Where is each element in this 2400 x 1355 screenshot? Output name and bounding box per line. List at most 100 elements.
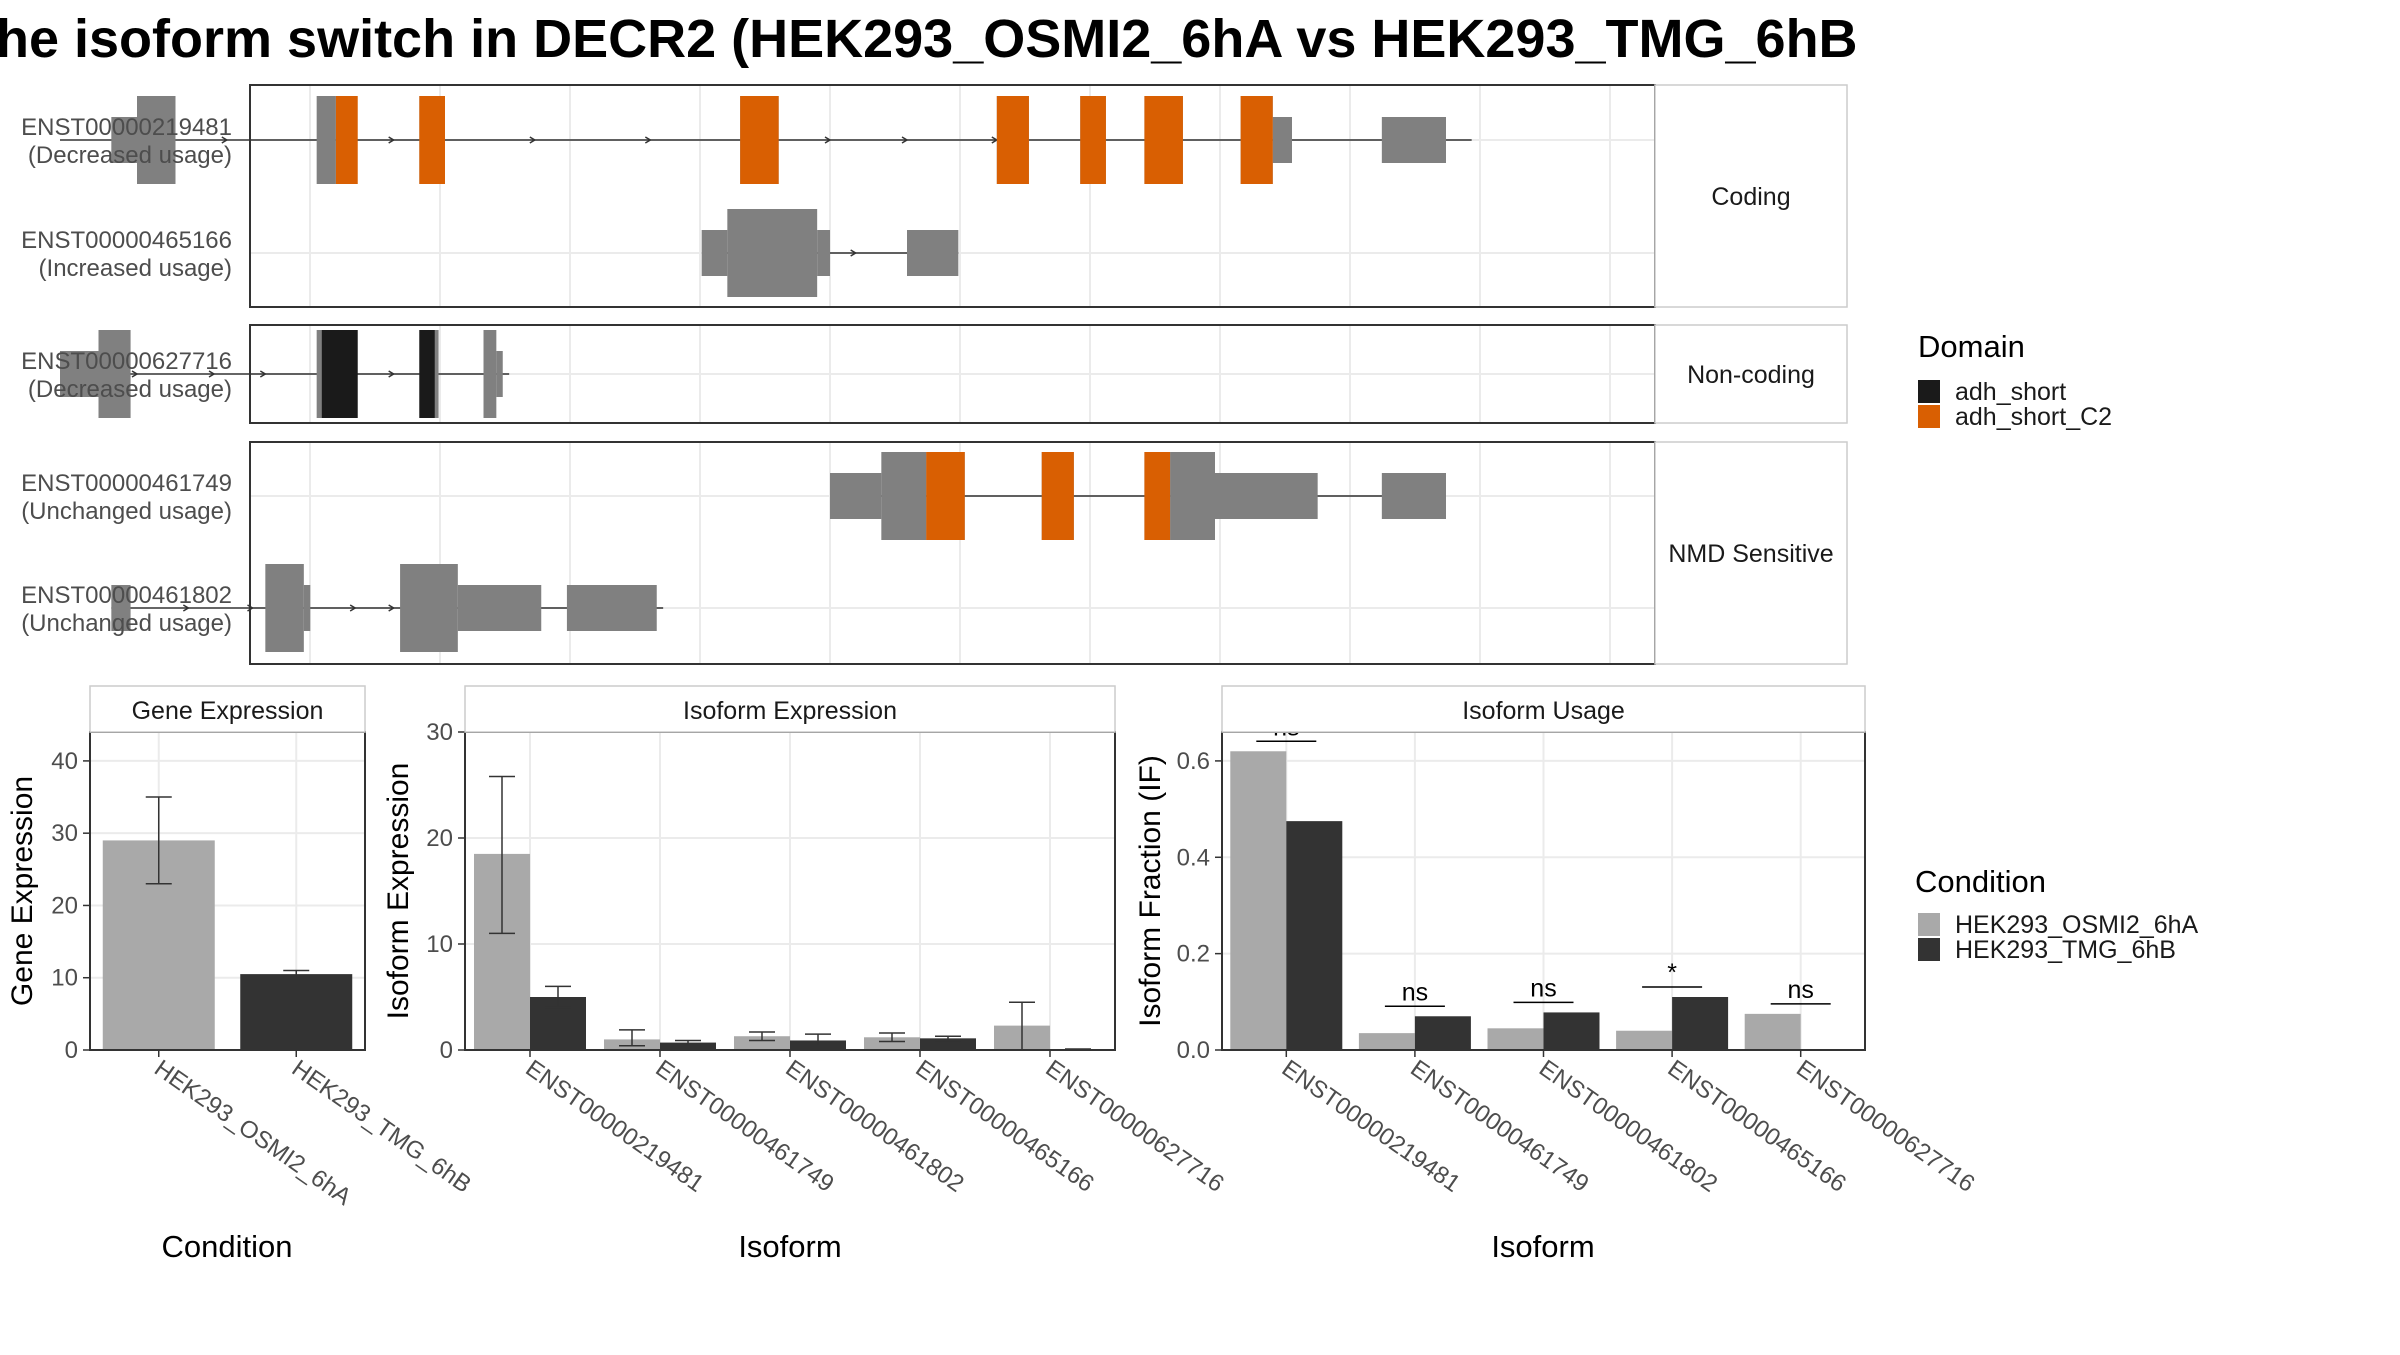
- strip-box: [89, 685, 366, 733]
- transcript-usage-label: (Increased usage): [39, 255, 232, 282]
- exon-block: [457, 585, 542, 631]
- domain-block: [335, 96, 358, 184]
- domain-block: [1144, 452, 1171, 540]
- strip-box: [1654, 441, 1848, 665]
- y-tick-label: 10: [51, 965, 78, 992]
- domain-block: [321, 330, 358, 418]
- transcript-usage-label: (Decreased usage): [28, 376, 232, 403]
- y-tick-label: 20: [51, 892, 78, 919]
- condition-legend-label: HEK293_OSMI2_6hA: [1955, 911, 2199, 939]
- strip-label: Coding: [1711, 183, 1790, 211]
- y-tick-label: 40: [51, 748, 78, 775]
- bar: [920, 1038, 976, 1050]
- exon-block: [316, 96, 336, 184]
- strip-box: [1654, 84, 1848, 308]
- exon-block: [817, 230, 830, 276]
- y-tick-label: 20: [426, 825, 453, 852]
- strip-box: [464, 685, 1116, 733]
- strip-label: Non-coding: [1687, 361, 1815, 389]
- condition-legend-label: HEK293_TMG_6hB: [1955, 936, 2176, 964]
- domain-block: [1240, 96, 1273, 184]
- legend-key: [1918, 380, 1940, 403]
- domain-legend-label: adh_short_C2: [1955, 403, 2112, 431]
- domain-block: [419, 330, 435, 418]
- bar: [1744, 1013, 1801, 1050]
- significance-label: *: [1667, 959, 1677, 987]
- y-tick-label: 10: [426, 931, 453, 958]
- bar: [1487, 1028, 1544, 1050]
- domain-block: [1041, 452, 1074, 540]
- bar: [1286, 821, 1343, 1050]
- transcript-usage-label: (Decreased usage): [28, 142, 232, 169]
- exon-block: [483, 330, 497, 418]
- intron-arrow: [182, 604, 190, 612]
- exon-block: [111, 117, 137, 163]
- strip-box: [1654, 324, 1848, 424]
- y-tick-label: 0.2: [1177, 941, 1210, 968]
- intron-arrow: [529, 136, 537, 144]
- domain-block: [419, 96, 445, 184]
- intron-arrow: [824, 136, 832, 144]
- legend-key: [1918, 938, 1940, 961]
- bar: [1616, 1030, 1673, 1050]
- y-axis-label: Gene Expression: [6, 776, 39, 1006]
- exon-block: [566, 585, 657, 631]
- bar: [240, 974, 353, 1050]
- exon-block: [830, 473, 882, 519]
- exon-block: [1170, 452, 1215, 540]
- exon-block: [907, 230, 959, 276]
- significance-label: ns: [1402, 978, 1428, 1006]
- exon-block: [265, 564, 304, 652]
- x-axis-label: Isoform: [1491, 1229, 1594, 1264]
- x-axis-label: Condition: [162, 1229, 293, 1264]
- domain-block: [926, 452, 965, 540]
- exon-block: [1215, 473, 1318, 519]
- transcript-usage-label: (Unchanged usage): [21, 498, 232, 525]
- bar: [734, 1036, 790, 1050]
- bar: [1230, 751, 1287, 1050]
- exon-block: [1381, 473, 1446, 519]
- bar: [1414, 1016, 1471, 1050]
- y-tick-label: 0.0: [1177, 1037, 1210, 1064]
- domain-legend-label: adh_short: [1955, 378, 2066, 406]
- significance-label: ns: [1530, 974, 1556, 1002]
- legend-key: [1918, 913, 1940, 936]
- transcript-usage-label: (Unchanged usage): [21, 610, 232, 637]
- strip-box: [1221, 685, 1866, 733]
- transcript-id-label: ENST00000461802: [21, 582, 232, 609]
- intron-arrow: [388, 136, 396, 144]
- significance-label: ns: [1787, 976, 1813, 1004]
- strip-label: NMD Sensitive: [1668, 540, 1833, 568]
- legend-key: [1918, 405, 1940, 428]
- chart-title: Isoform Usage: [1462, 697, 1625, 725]
- intron-arrow: [259, 370, 267, 378]
- domain-block: [1144, 96, 1183, 184]
- exon-block: [303, 585, 311, 631]
- figure-title: he isoform switch in DECR2 (HEK293_OSMI2…: [0, 9, 1858, 69]
- y-tick-label: 30: [426, 719, 453, 746]
- transcript-id-label: ENST00000219481: [21, 114, 232, 141]
- chart-title: Gene Expression: [132, 697, 324, 725]
- x-axis-label: Isoform: [738, 1229, 841, 1264]
- domain-block: [996, 96, 1029, 184]
- bar: [1672, 997, 1729, 1050]
- bar: [1543, 1012, 1600, 1050]
- exon-block: [727, 209, 818, 297]
- bar: [660, 1042, 716, 1050]
- y-axis-label: Isoform Expression: [382, 763, 415, 1020]
- exon-block: [60, 351, 99, 397]
- y-tick-label: 30: [51, 820, 78, 847]
- bar: [1358, 1033, 1415, 1050]
- exon-block: [137, 96, 176, 184]
- domain-legend-title: Domain: [1918, 329, 2025, 364]
- y-tick-label: 0.6: [1177, 748, 1210, 775]
- chart-title: Isoform Expression: [683, 697, 897, 725]
- exon-block: [400, 564, 458, 652]
- intron-arrow: [208, 370, 216, 378]
- exon-block: [1272, 117, 1292, 163]
- intron-arrow: [850, 249, 858, 257]
- domain-block: [1080, 96, 1106, 184]
- y-tick-label: 0.4: [1177, 844, 1210, 871]
